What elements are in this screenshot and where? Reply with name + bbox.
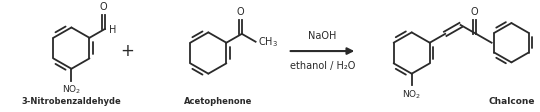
Text: CH$_3$: CH$_3$ bbox=[258, 35, 278, 49]
Text: NO$_2$: NO$_2$ bbox=[62, 83, 81, 96]
Text: Acetophenone: Acetophenone bbox=[184, 97, 252, 106]
Text: Chalcone: Chalcone bbox=[488, 97, 535, 106]
Text: NaOH: NaOH bbox=[308, 31, 336, 41]
Text: H: H bbox=[109, 25, 116, 35]
Text: 3-Nitrobenzaldehyde: 3-Nitrobenzaldehyde bbox=[22, 97, 122, 106]
Text: O: O bbox=[237, 7, 244, 17]
Text: +: + bbox=[120, 42, 134, 60]
Text: O: O bbox=[100, 2, 107, 12]
Text: O: O bbox=[471, 7, 478, 17]
Text: ethanol / H₂O: ethanol / H₂O bbox=[290, 61, 355, 71]
Text: NO$_2$: NO$_2$ bbox=[402, 88, 421, 101]
